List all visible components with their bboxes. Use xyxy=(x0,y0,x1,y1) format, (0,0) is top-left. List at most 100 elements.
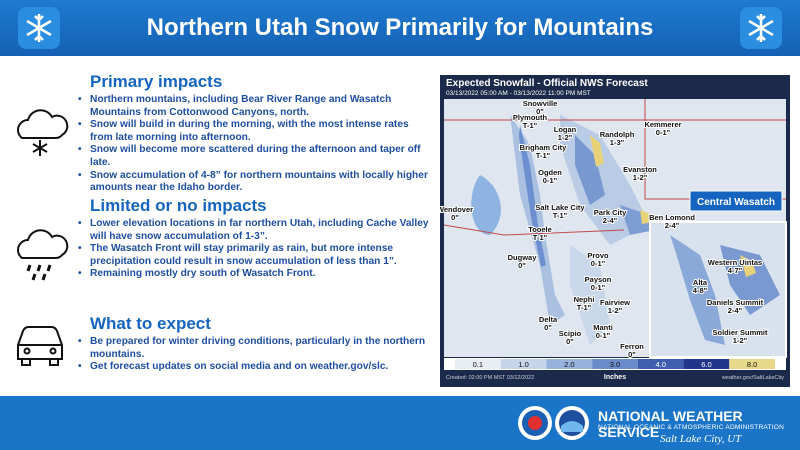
place-name: Snowville xyxy=(523,99,558,108)
agency: NATIONAL WEATHER SERVICE xyxy=(598,408,743,440)
inset xyxy=(649,190,787,358)
place-name: Provo xyxy=(587,251,609,260)
legend-swatch xyxy=(683,359,730,369)
legend-label: 1.0 xyxy=(518,360,528,369)
snow-amount: 0" xyxy=(451,213,459,222)
office: Salt Lake City, UT xyxy=(660,433,742,445)
bullet: Snow accumulation of 4-8” for northern m… xyxy=(78,170,430,195)
snow-amount: 0-1" xyxy=(656,128,671,137)
section: What to expect Be prepared for winter dri… xyxy=(78,314,430,374)
legend-swatch xyxy=(729,359,775,369)
bullet: The Wasatch Front will stay primarily as… xyxy=(78,243,430,268)
legend-label: 4.0 xyxy=(655,360,665,369)
snow-amount: 0-1" xyxy=(596,331,611,340)
map-title: Expected Snowfall - Official NWS Forecas… xyxy=(446,78,648,89)
bullet: Northern mountains, including Bear River… xyxy=(78,94,430,119)
snow-amount: 4-7" xyxy=(728,266,743,275)
bullet: Snow will build in during the morning, w… xyxy=(78,119,430,144)
legend-swatch xyxy=(546,359,593,369)
section: Limited or no impacts Lower elevation loc… xyxy=(78,196,430,281)
logos xyxy=(518,406,589,440)
bullet: Be prepared for winter driving condition… xyxy=(78,336,430,361)
place-name: Payson xyxy=(585,275,612,284)
place-name: Park City xyxy=(594,208,627,217)
snow-amount: 0-1" xyxy=(543,176,558,185)
place-name: Randolph xyxy=(600,130,635,139)
place-name: Logan xyxy=(554,125,577,134)
snow-amount: 2-4" xyxy=(603,216,618,225)
snow-amount: 1-2" xyxy=(633,173,648,182)
place-name: Western Uintas xyxy=(708,258,762,267)
bullet-list: Lower elevation locations in far norther… xyxy=(78,218,430,281)
bullet: Lower elevation locations in far norther… xyxy=(78,218,430,243)
legend-label: 6.0 xyxy=(701,360,711,369)
map-subtitle: 03/13/2022 05:00 AM - 03/13/2022 11:00 P… xyxy=(446,90,591,97)
legend-label: 0.1 xyxy=(473,360,483,369)
place-name: Nephi xyxy=(574,295,595,304)
bullet: Snow will become more scattered during t… xyxy=(78,144,430,169)
legend-label: 3.0 xyxy=(610,360,620,369)
snow-amount: 2-4" xyxy=(665,221,680,230)
place-name: Fairview xyxy=(600,298,630,307)
legend-label: 2.0 xyxy=(564,360,574,369)
header: Northern Utah Snow Primarily for Mountai… xyxy=(0,0,800,56)
snow-amount: 1-3" xyxy=(610,138,625,147)
place-name: Alta xyxy=(693,278,708,287)
section: Primary impacts Northern mountains, inclu… xyxy=(78,72,430,195)
source: weather.gov/SaltLakeCity xyxy=(721,375,784,381)
snow-amount: 1-2" xyxy=(608,306,623,315)
bullet: Remaining mostly dry south of Wasatch Fr… xyxy=(78,268,430,281)
place-name: Evanston xyxy=(623,165,657,174)
snow-amount: 0" xyxy=(628,350,636,359)
section-heading: Limited or no impacts xyxy=(90,196,267,215)
snow-amount: 0" xyxy=(566,337,574,346)
place-name: Daniels Summit xyxy=(707,298,764,307)
bullet-list: Northern mountains, including Bear River… xyxy=(78,94,430,195)
place-name: Ogden xyxy=(538,168,562,177)
section-heading: What to expect xyxy=(90,314,211,333)
place-name: Dugway xyxy=(508,253,538,262)
bullet-list: Be prepared for winter driving condition… xyxy=(78,336,430,374)
place-name: Ferron xyxy=(620,342,644,351)
snow-amount: 0-1" xyxy=(591,283,606,292)
parent-agency: NATIONAL OCEANIC & ATMOSPHERIC ADMINISTR… xyxy=(598,424,785,431)
created: Created: 02:00 PM MST 03/12/2022 xyxy=(446,375,534,381)
section-heading: Primary impacts xyxy=(90,72,223,91)
inset-label: Central Wasatch xyxy=(697,197,775,208)
legend-swatch xyxy=(500,359,547,369)
place-name: Ben Lomond xyxy=(649,213,695,222)
snow-amount: 4-8" xyxy=(693,286,708,295)
snow-amount: T-1" xyxy=(523,121,538,130)
place-name: Delta xyxy=(539,315,558,324)
snow-amount: T-1" xyxy=(533,233,548,242)
icons xyxy=(17,109,69,366)
place-name: Manti xyxy=(593,323,613,332)
place-name: Brigham City xyxy=(520,143,568,152)
title: Northern Utah Snow Primarily for Mountai… xyxy=(146,14,654,41)
bullet: Get forecast updates on social media and… xyxy=(78,361,430,374)
place-name: Kemmerer xyxy=(644,120,681,129)
place-name: Wendover xyxy=(440,205,473,214)
snow-amount: T-1" xyxy=(553,211,568,220)
snow-amount: 1-2" xyxy=(558,133,573,142)
legend-swatch xyxy=(637,359,684,369)
place-name: Soldier Summit xyxy=(712,328,768,337)
snow-shading xyxy=(471,115,655,345)
snow-amount: 0" xyxy=(536,107,544,116)
snow-amount: 2-4" xyxy=(728,306,743,315)
place-name: Salt Lake City xyxy=(535,203,585,212)
snow-amount: 0" xyxy=(518,261,526,270)
snow-amount: 1-2" xyxy=(733,336,748,345)
snow-amount: T-1" xyxy=(536,151,551,160)
snowfall-map: Expected Snowfall - Official NWS Forecas… xyxy=(440,75,790,387)
footer: NATIONAL WEATHER SERVICE NATIONAL OCEANI… xyxy=(0,396,800,450)
legend-label: 8.0 xyxy=(747,360,757,369)
legend-swatch xyxy=(592,359,638,369)
snow-amount: 0" xyxy=(544,323,552,332)
snow-amount: 0-1" xyxy=(591,259,606,268)
snow-amount: T-1" xyxy=(577,303,592,312)
place-name: Scipio xyxy=(559,329,582,338)
place-name: Plymouth xyxy=(513,113,548,122)
legend-unit: Inches xyxy=(604,374,626,381)
